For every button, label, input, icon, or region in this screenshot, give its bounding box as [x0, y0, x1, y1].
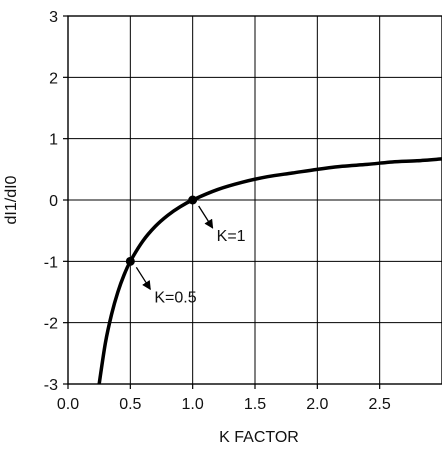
x-tick-label: 0.0: [57, 396, 79, 413]
y-tick-label: 0: [49, 193, 58, 210]
x-tick-label: 2.5: [369, 396, 391, 413]
x-tick-label: 1.5: [244, 396, 266, 413]
y-tick-label: -2: [44, 316, 58, 333]
y-tick-label: 3: [49, 9, 58, 26]
x-tick-label: 0.5: [119, 396, 141, 413]
y-tick-label: 2: [49, 70, 58, 87]
y-tick-label: -3: [44, 377, 58, 394]
point-label: K=1: [217, 228, 246, 245]
annotation-arrow: [136, 267, 150, 289]
data-point: [126, 257, 135, 266]
points-layer: K=1 K=0.5: [126, 196, 246, 307]
point-label: K=0.5: [154, 289, 196, 306]
y-tick-label: 1: [49, 132, 58, 149]
annotation-arrow: [199, 206, 213, 228]
grid: [68, 16, 442, 384]
labels-layer: 0.0 0.5 1.0 1.5 2.0 2.5 -3 -2 -1 0 1 2 3: [44, 9, 391, 413]
curve-layer: [99, 159, 442, 384]
x-tick-label: 2.0: [306, 396, 328, 413]
data-point: [188, 196, 197, 205]
x-axis-title: K FACTOR: [219, 429, 299, 446]
series-line: [99, 159, 442, 384]
x-tick-label: 1.0: [182, 396, 204, 413]
y-axis-title: dI1/dI0: [3, 175, 20, 224]
y-tick-label: -1: [44, 254, 58, 271]
